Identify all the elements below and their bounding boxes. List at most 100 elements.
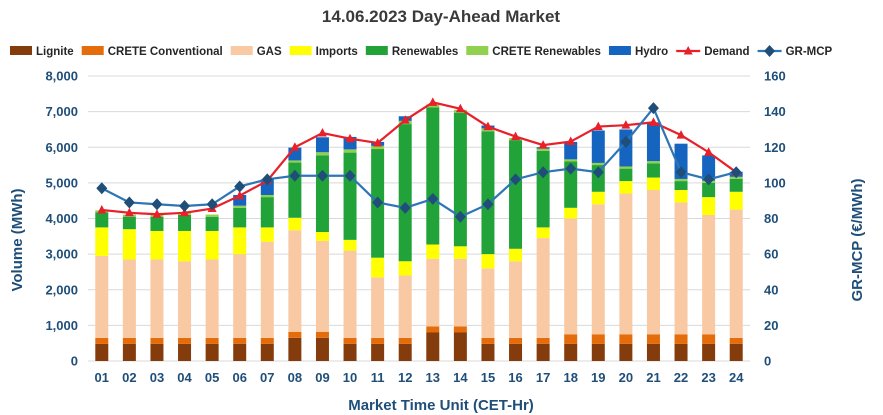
marker-demand <box>704 147 714 156</box>
bar-crete-conventional <box>646 334 660 344</box>
y2-tick-label: 60 <box>764 247 778 262</box>
legend-label-renewables: Renewables <box>392 46 458 58</box>
legend-item-demand: Demand <box>676 46 750 58</box>
marker-gr-mcp <box>289 169 301 182</box>
x-tick-label: 13 <box>426 370 440 385</box>
x-tick-label: 08 <box>288 370 302 385</box>
bar-renewables <box>233 207 247 228</box>
bar-lignite <box>536 343 550 361</box>
marker-demand <box>511 131 521 141</box>
marker-gr-mcp <box>179 200 191 213</box>
y-tick-label: 0 <box>71 354 78 369</box>
bar-lignite <box>122 343 136 361</box>
x-tick-label: 18 <box>563 370 577 385</box>
bar-crete-renewables <box>371 145 385 150</box>
bar-crete-conventional <box>150 337 164 344</box>
y-tick-label: 2,000 <box>45 282 78 297</box>
bar-crete-conventional <box>536 337 550 344</box>
bar-crete-conventional <box>591 334 605 344</box>
bar-renewables <box>674 181 688 190</box>
legend-swatch-crete-conventional <box>81 46 104 55</box>
bar-gas <box>205 259 219 338</box>
marker-gr-mcp <box>123 196 135 209</box>
bar-gas <box>426 258 440 327</box>
x-tick-label: 22 <box>674 370 688 385</box>
bar-crete-conventional <box>260 337 274 344</box>
marker-gr-mcp <box>537 166 549 179</box>
bar-gas <box>178 261 192 338</box>
bar-imports <box>481 254 495 269</box>
marker-gr-mcp <box>151 198 163 211</box>
bar-lignite <box>426 332 440 361</box>
y-tick-label: 8,000 <box>45 69 78 84</box>
marker-demand <box>483 121 493 131</box>
y2-tick-label: 120 <box>764 140 786 155</box>
bar-gas <box>619 193 633 335</box>
bar-lignite <box>315 337 329 361</box>
bar-renewables <box>178 214 192 231</box>
marker-demand <box>97 204 107 214</box>
bar-crete-renewables <box>343 149 357 153</box>
bar-gas <box>702 214 716 335</box>
bar-lignite <box>619 343 633 361</box>
bar-lignite <box>288 337 302 361</box>
bar-crete-renewables <box>646 161 660 164</box>
legend-label-hydro: Hydro <box>635 46 668 58</box>
x-axis-title: Market Time Unit (CET-Hr) <box>348 397 534 414</box>
bar-gas <box>646 190 660 335</box>
bar-lignite <box>674 343 688 361</box>
y2-axis-ticks: 0 20 40 60 80 100 120 140 160 <box>764 69 786 369</box>
marker-demand <box>593 121 603 131</box>
bar-crete-renewables <box>674 178 688 182</box>
bar-gas <box>233 254 247 338</box>
bar-lignite <box>343 343 357 361</box>
y-axis-title: Volume (MWh) <box>9 188 26 291</box>
y2-tick-label: 40 <box>764 282 778 297</box>
marker-gr-mcp <box>206 198 218 211</box>
bar-imports <box>371 257 385 278</box>
bar-imports <box>398 261 412 276</box>
marker-gr-mcp <box>510 173 522 186</box>
bar-crete-renewables <box>536 148 550 151</box>
bar-gas <box>536 238 550 338</box>
marker-gr-mcp <box>261 173 273 186</box>
bar-gas <box>343 250 357 338</box>
bar-imports <box>426 244 440 259</box>
bar-imports <box>646 177 660 190</box>
gridlines <box>88 75 750 362</box>
bar-crete-conventional <box>122 337 136 344</box>
bar-renewables <box>205 216 219 231</box>
bar-imports <box>122 229 136 260</box>
y2-tick-label: 140 <box>764 104 786 119</box>
bar-gas <box>122 259 136 338</box>
bar-renewables <box>619 168 633 182</box>
bar-renewables <box>95 212 109 228</box>
marker-demand <box>373 137 383 147</box>
y-tick-label: 6,000 <box>45 140 78 155</box>
bar-imports <box>564 207 578 219</box>
marker-demand <box>124 207 134 217</box>
marker-gr-mcp <box>675 166 687 179</box>
bar-crete-conventional <box>343 337 357 344</box>
bar-hydro <box>233 194 247 206</box>
bar-hydro <box>591 130 605 163</box>
bar-crete-conventional <box>729 337 743 344</box>
x-tick-label: 05 <box>205 370 219 385</box>
bar-imports <box>315 232 329 241</box>
bar-lignite <box>564 343 578 361</box>
legend-label-demand: Demand <box>704 46 749 58</box>
legend-swatch-hydro <box>608 46 631 55</box>
x-tick-label: 16 <box>508 370 522 385</box>
y-tick-label: 7,000 <box>45 104 78 119</box>
bar-renewables <box>702 182 716 198</box>
bar-renewables <box>315 155 329 233</box>
x-tick-label: 11 <box>371 370 385 385</box>
bar-crete-conventional <box>674 334 688 344</box>
bar-hydro <box>315 137 329 153</box>
bar-renewables <box>729 178 743 192</box>
marker-gr-mcp <box>730 166 742 179</box>
bar-crete-renewables <box>288 160 302 163</box>
bar-crete-conventional <box>233 337 247 344</box>
x-tick-label: 14 <box>453 370 468 385</box>
marker-gr-mcp <box>703 173 715 186</box>
